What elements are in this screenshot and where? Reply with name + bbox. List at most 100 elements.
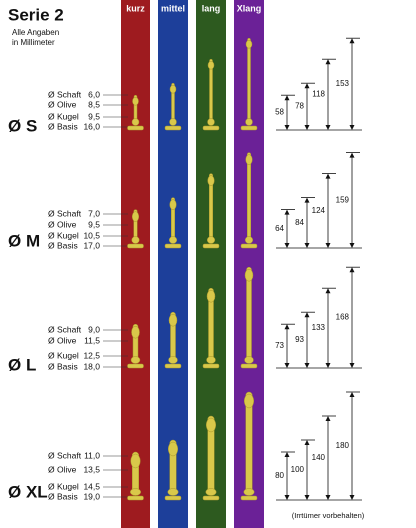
product-rod xyxy=(247,37,251,125)
row-value: 11,5 xyxy=(84,335,100,345)
product-olive xyxy=(132,211,139,222)
product-olive xyxy=(168,313,178,327)
product-rod xyxy=(247,152,251,243)
column-header: kurz xyxy=(126,3,145,13)
row-value: 11,0 xyxy=(84,450,100,460)
height-label: 84 xyxy=(295,218,304,227)
product-base xyxy=(240,363,258,369)
row-value: 16,0 xyxy=(83,121,100,131)
product-base xyxy=(127,363,144,369)
row-name: Ø Basis xyxy=(48,491,78,501)
height-label: 58 xyxy=(275,108,284,117)
height-label: 133 xyxy=(312,323,326,332)
product-base xyxy=(164,495,182,501)
product-ball xyxy=(131,236,140,244)
column-header: Xlang xyxy=(237,3,262,13)
product-ball xyxy=(207,236,215,244)
product-olive xyxy=(130,453,141,469)
height-label: 64 xyxy=(275,224,284,233)
size-label: Ø L xyxy=(8,355,36,374)
row-value: 19,0 xyxy=(83,491,100,501)
product-ball xyxy=(131,118,140,126)
row-value: 14,5 xyxy=(83,481,100,491)
height-label: 153 xyxy=(336,79,350,88)
product-ball xyxy=(205,488,217,496)
product-base xyxy=(127,125,144,131)
product-olive xyxy=(244,268,254,282)
product-base xyxy=(127,495,144,501)
product-base xyxy=(240,495,258,501)
height-label: 100 xyxy=(291,465,305,474)
row-value: 13,5 xyxy=(83,464,100,474)
product-olive xyxy=(168,441,178,457)
product-ball xyxy=(167,488,179,496)
row-name: Ø Kugel xyxy=(48,230,79,240)
title: Serie 2 xyxy=(8,5,64,24)
row-value: 12,5 xyxy=(83,350,100,360)
product-olive xyxy=(245,39,253,49)
product-base xyxy=(202,125,220,131)
size-label: Ø S xyxy=(8,116,37,135)
arrow-head xyxy=(284,452,290,500)
product-base xyxy=(202,495,220,501)
product-olive xyxy=(207,60,215,70)
product-base xyxy=(202,243,220,249)
product-ball xyxy=(130,356,141,364)
row-name: Ø Olive xyxy=(48,99,77,109)
row-value: 17,0 xyxy=(83,240,100,250)
row-name: Ø Kugel xyxy=(48,481,79,491)
row-value: 9,5 xyxy=(88,219,100,229)
height-label: 168 xyxy=(336,313,350,322)
column-header: mittel xyxy=(161,3,185,13)
product-olive xyxy=(207,175,215,186)
row-name: Ø Basis xyxy=(48,240,78,250)
row-name: Ø Basis xyxy=(48,121,78,131)
product-base xyxy=(164,125,182,131)
product-olive xyxy=(132,96,139,106)
product-ball xyxy=(244,356,254,364)
height-label: 78 xyxy=(295,102,304,111)
subtitle: Alle Angaben xyxy=(12,28,59,37)
product-ball xyxy=(245,236,253,244)
height-label: 80 xyxy=(275,471,284,480)
subtitle: in Millimeter xyxy=(12,38,55,47)
size-label: Ø XL xyxy=(8,482,48,501)
column-header: lang xyxy=(202,3,221,13)
row-value: 9,5 xyxy=(88,111,100,121)
product-olive xyxy=(245,154,253,165)
arrow-head xyxy=(304,83,310,130)
column-kurz xyxy=(121,0,150,528)
footnote: (Irrtümer vorbehalten) xyxy=(292,511,365,520)
row-name: Ø Kugel xyxy=(48,350,79,360)
row-name: Ø Schaft xyxy=(48,89,82,99)
row-value: 9,0 xyxy=(88,324,100,334)
height-label: 73 xyxy=(275,341,284,350)
product-olive xyxy=(169,84,177,94)
row-name: Ø Olive xyxy=(48,464,77,474)
height-label: 180 xyxy=(336,441,350,450)
product-ball xyxy=(130,488,141,496)
row-value: 8,5 xyxy=(88,99,100,109)
height-label: 159 xyxy=(336,195,350,204)
height-label: 118 xyxy=(312,90,325,99)
product-ball xyxy=(207,118,215,126)
product-ball xyxy=(168,356,178,364)
row-name: Ø Schaft xyxy=(48,208,82,218)
row-name: Ø Schaft xyxy=(48,450,82,460)
product-base xyxy=(164,243,182,249)
row-name: Ø Schaft xyxy=(48,324,82,334)
product-ball xyxy=(243,488,255,496)
row-name: Ø Olive xyxy=(48,219,77,229)
row-name: Ø Kugel xyxy=(48,111,79,121)
product-ball xyxy=(169,118,177,126)
height-label: 124 xyxy=(312,206,326,215)
row-name: Ø Basis xyxy=(48,361,78,371)
row-value: 18,0 xyxy=(83,361,100,371)
height-label: 140 xyxy=(312,453,326,462)
product-olive xyxy=(244,393,254,409)
product-olive xyxy=(169,199,177,210)
product-base xyxy=(240,125,258,131)
product-ball xyxy=(169,236,177,244)
size-label: Ø M xyxy=(8,231,40,250)
